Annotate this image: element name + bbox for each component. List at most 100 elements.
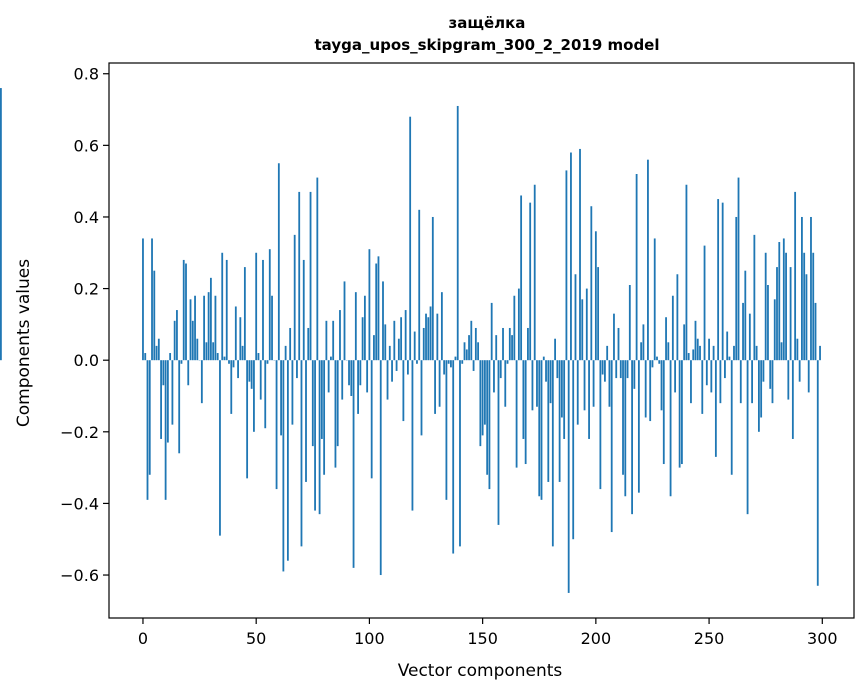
y-tick-label: 0.8 bbox=[74, 65, 99, 84]
bar bbox=[699, 345, 701, 361]
bar bbox=[302, 259, 305, 361]
bar bbox=[309, 191, 312, 361]
bar bbox=[237, 360, 239, 379]
bar bbox=[241, 345, 244, 361]
bar bbox=[751, 360, 753, 404]
bar bbox=[400, 317, 403, 361]
bar bbox=[379, 360, 382, 576]
bar bbox=[617, 327, 620, 361]
bar bbox=[796, 338, 799, 361]
bar bbox=[816, 360, 819, 586]
bar bbox=[450, 360, 452, 368]
bar bbox=[782, 238, 785, 361]
bar bbox=[497, 360, 500, 525]
bar bbox=[363, 295, 366, 361]
bar bbox=[350, 360, 353, 396]
bar bbox=[692, 349, 695, 361]
bar bbox=[495, 335, 498, 361]
bar bbox=[275, 360, 278, 490]
bar bbox=[239, 317, 242, 361]
bar bbox=[354, 292, 357, 361]
bar bbox=[579, 148, 581, 361]
bar bbox=[685, 184, 688, 361]
bar bbox=[558, 360, 561, 482]
bar bbox=[205, 342, 208, 361]
bar bbox=[599, 360, 602, 490]
bar bbox=[257, 353, 260, 361]
bar bbox=[644, 360, 647, 418]
bar bbox=[651, 360, 654, 368]
bar bbox=[538, 360, 541, 497]
bar bbox=[452, 360, 455, 554]
bar bbox=[730, 360, 733, 475]
y-axis-label: Components values bbox=[14, 259, 34, 427]
bar bbox=[477, 342, 480, 361]
bar bbox=[339, 310, 341, 361]
bar bbox=[542, 356, 545, 361]
bar bbox=[810, 216, 812, 361]
bar bbox=[194, 295, 196, 361]
bar bbox=[708, 338, 710, 361]
x-tick-label: 50 bbox=[246, 629, 266, 648]
bar bbox=[456, 105, 459, 361]
y-tick-label: 0.2 bbox=[74, 280, 99, 299]
bar bbox=[196, 338, 199, 361]
bar bbox=[234, 306, 237, 361]
bar bbox=[228, 360, 230, 364]
bar bbox=[470, 320, 473, 361]
bar bbox=[567, 360, 570, 593]
y-tick-label: 0.6 bbox=[74, 136, 99, 155]
bar bbox=[606, 345, 609, 361]
x-tick-label: 250 bbox=[694, 629, 725, 648]
bar bbox=[420, 360, 423, 436]
bar bbox=[780, 342, 783, 361]
bar bbox=[737, 177, 740, 361]
bar bbox=[812, 252, 815, 361]
bar bbox=[719, 360, 722, 404]
bar bbox=[556, 360, 559, 379]
bar bbox=[296, 360, 298, 379]
bar bbox=[563, 360, 566, 439]
bar bbox=[248, 360, 251, 382]
y-tick-label: −0.2 bbox=[60, 423, 99, 442]
bar bbox=[624, 360, 627, 497]
bar bbox=[393, 320, 396, 361]
bar bbox=[520, 195, 523, 361]
bar bbox=[375, 263, 378, 361]
bar bbox=[536, 360, 538, 407]
bar bbox=[712, 345, 715, 361]
bar bbox=[714, 360, 717, 457]
bar bbox=[293, 234, 296, 361]
bar bbox=[151, 238, 153, 361]
bar bbox=[701, 360, 704, 414]
bar bbox=[438, 360, 441, 407]
bar bbox=[391, 360, 393, 382]
x-tick-label: 0 bbox=[138, 629, 148, 648]
bar bbox=[366, 360, 369, 393]
bar bbox=[434, 360, 436, 414]
bar bbox=[178, 360, 181, 454]
bar bbox=[336, 360, 339, 447]
bar bbox=[794, 191, 797, 361]
bar bbox=[588, 360, 590, 439]
bar bbox=[608, 360, 611, 407]
bar bbox=[214, 295, 217, 361]
bar bbox=[502, 327, 504, 361]
bar bbox=[289, 327, 292, 361]
bar bbox=[377, 256, 380, 361]
bar bbox=[628, 285, 631, 361]
bar bbox=[232, 360, 235, 368]
bar bbox=[739, 360, 742, 404]
bar bbox=[640, 342, 643, 361]
bar bbox=[789, 267, 792, 361]
bar bbox=[504, 360, 507, 407]
bar bbox=[531, 360, 534, 411]
bar bbox=[778, 242, 781, 361]
bar bbox=[407, 360, 409, 375]
bar bbox=[443, 360, 446, 375]
bar bbox=[382, 281, 384, 361]
x-tick-label: 150 bbox=[467, 629, 498, 648]
bar bbox=[171, 360, 174, 425]
bar bbox=[221, 252, 224, 361]
bar bbox=[622, 360, 624, 475]
